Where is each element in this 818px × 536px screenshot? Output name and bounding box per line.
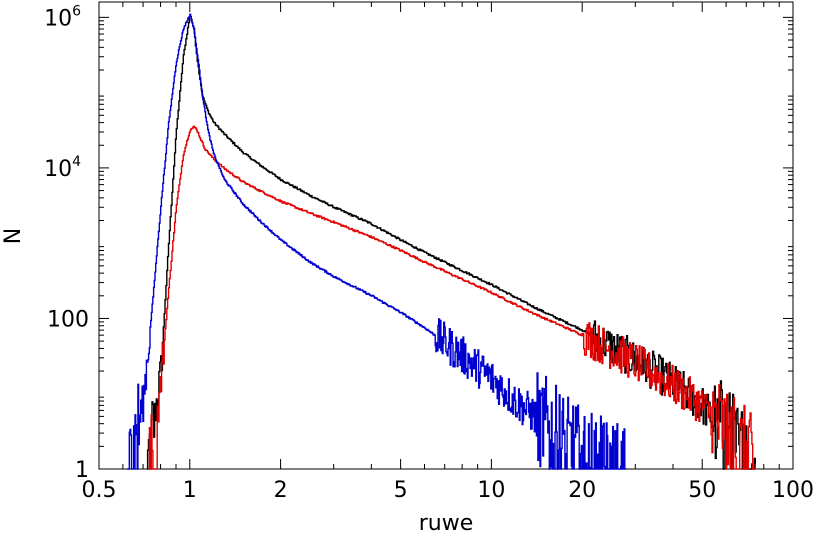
series-2-line — [127, 13, 627, 470]
x-axis-label: ruwe — [419, 511, 474, 536]
x-tick-label: 100 — [772, 478, 814, 503]
y-tick-label: 106 — [44, 3, 81, 31]
series-0-line — [146, 15, 756, 470]
x-tick-label: 5 — [394, 478, 408, 503]
y-tick-base: 1 — [75, 458, 89, 483]
x-tick-label: 20 — [568, 478, 596, 503]
x-tick-label: 2 — [274, 478, 288, 503]
x-tick-label: 0.5 — [82, 478, 117, 503]
y-tick-base: 10 — [44, 6, 72, 31]
series-1-line — [148, 125, 756, 470]
y-tick-exponent: 6 — [72, 3, 81, 19]
y-axis-label: N — [1, 228, 26, 244]
y-tick-base: 10 — [44, 157, 72, 182]
x-tick-label: 10 — [477, 478, 505, 503]
y-tick-label: 100 — [47, 307, 89, 332]
x-tick-label: 50 — [688, 478, 716, 503]
plot-frame — [98, 1, 794, 470]
y-tick-label: 1 — [75, 458, 89, 483]
data-series — [127, 13, 756, 470]
y-tick-base: 100 — [47, 307, 89, 332]
y-tick-exponent: 4 — [72, 154, 81, 170]
x-tick-label: 1 — [183, 478, 197, 503]
y-tick-label: 104 — [44, 154, 81, 182]
